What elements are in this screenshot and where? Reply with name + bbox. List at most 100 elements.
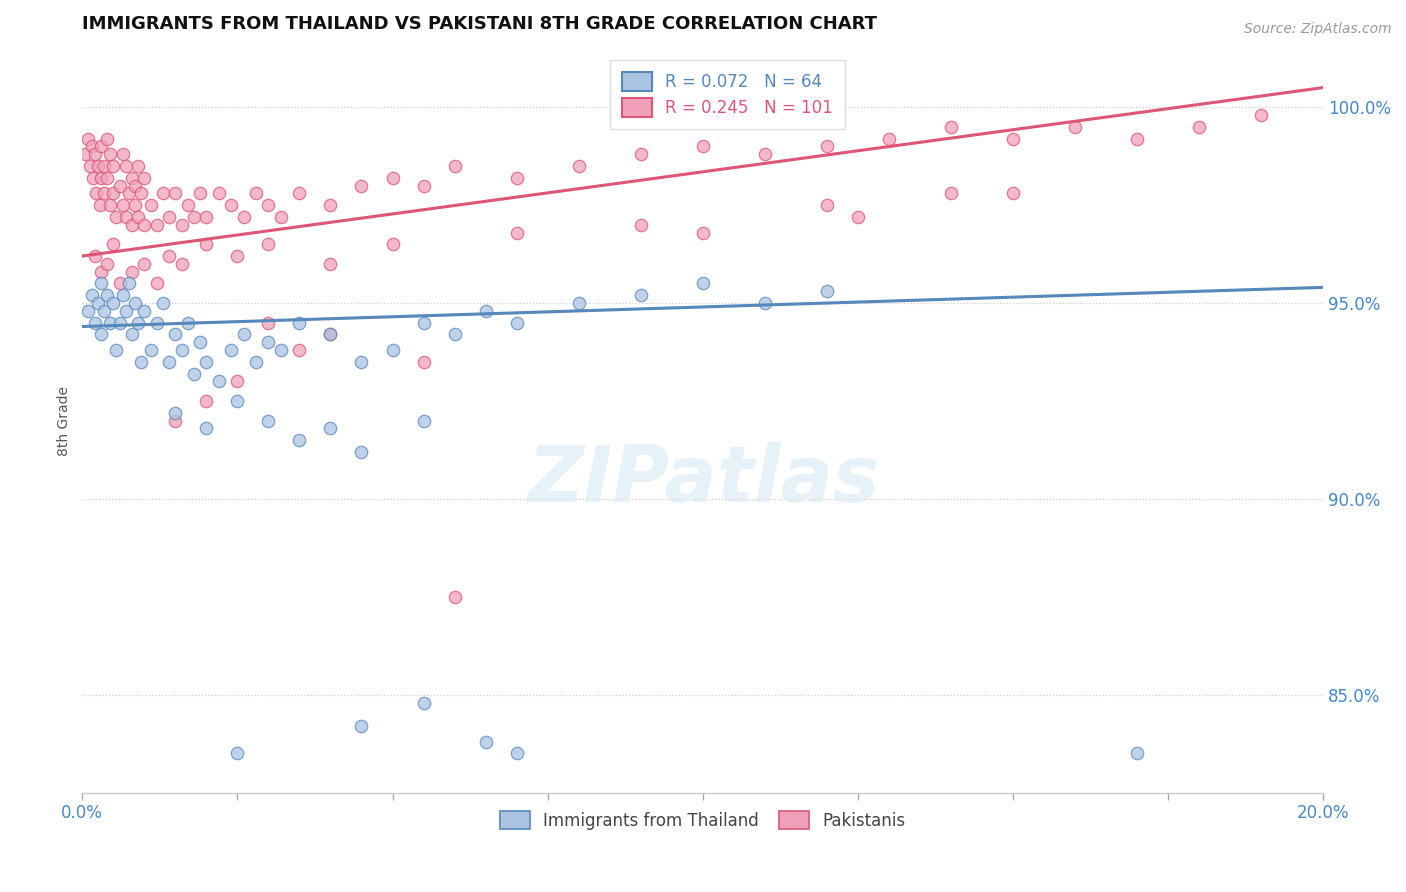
Point — [257, 413, 280, 427]
Point — [219, 343, 242, 357]
Point — [226, 249, 249, 263]
Y-axis label: 8th Grade: 8th Grade — [58, 385, 72, 456]
Point — [127, 210, 149, 224]
Point — [412, 316, 434, 330]
Point — [232, 210, 254, 224]
Point — [79, 159, 101, 173]
Point — [1250, 108, 1272, 122]
Point — [505, 747, 527, 761]
Point — [412, 696, 434, 710]
Point — [96, 131, 118, 145]
Point — [877, 131, 900, 145]
Point — [121, 265, 143, 279]
Point — [105, 343, 128, 357]
Point — [443, 327, 465, 342]
Point — [474, 735, 496, 749]
Point — [165, 327, 187, 342]
Point — [165, 406, 187, 420]
Point — [165, 413, 187, 427]
Point — [90, 265, 112, 279]
Point — [108, 178, 131, 193]
Point — [93, 304, 115, 318]
Point — [257, 316, 280, 330]
Point — [1001, 186, 1024, 201]
Point — [87, 296, 110, 310]
Point — [145, 316, 167, 330]
Point — [83, 147, 105, 161]
Point — [90, 170, 112, 185]
Point — [129, 186, 152, 201]
Point — [1001, 131, 1024, 145]
Point — [350, 178, 373, 193]
Point — [443, 590, 465, 604]
Point — [319, 327, 342, 342]
Point — [1188, 120, 1211, 134]
Point — [195, 210, 218, 224]
Point — [89, 198, 111, 212]
Point — [630, 218, 652, 232]
Point — [412, 178, 434, 193]
Point — [245, 355, 267, 369]
Point — [152, 186, 174, 201]
Point — [183, 367, 205, 381]
Point — [165, 186, 187, 201]
Point — [226, 747, 249, 761]
Point — [77, 131, 100, 145]
Point — [121, 327, 143, 342]
Point — [568, 159, 591, 173]
Point — [114, 210, 136, 224]
Point — [157, 249, 180, 263]
Point — [84, 186, 107, 201]
Point — [288, 433, 311, 447]
Point — [93, 186, 115, 201]
Point — [288, 343, 311, 357]
Point — [319, 257, 342, 271]
Point — [145, 218, 167, 232]
Point — [108, 277, 131, 291]
Point — [90, 277, 112, 291]
Point — [257, 335, 280, 350]
Point — [381, 237, 404, 252]
Point — [195, 394, 218, 409]
Point — [170, 218, 193, 232]
Point — [630, 147, 652, 161]
Point — [1064, 120, 1087, 134]
Point — [350, 355, 373, 369]
Point — [96, 170, 118, 185]
Point — [270, 343, 292, 357]
Point — [443, 159, 465, 173]
Point — [245, 186, 267, 201]
Point — [939, 186, 962, 201]
Point — [127, 316, 149, 330]
Point — [83, 316, 105, 330]
Point — [208, 375, 231, 389]
Point — [103, 237, 125, 252]
Point — [82, 170, 104, 185]
Point — [111, 147, 134, 161]
Point — [257, 237, 280, 252]
Point — [124, 296, 146, 310]
Point — [114, 304, 136, 318]
Point — [195, 421, 218, 435]
Point — [98, 198, 121, 212]
Point — [939, 120, 962, 134]
Point — [121, 218, 143, 232]
Point — [350, 445, 373, 459]
Text: ZIPatlas: ZIPatlas — [527, 442, 879, 518]
Point — [505, 170, 527, 185]
Point — [93, 159, 115, 173]
Point — [98, 147, 121, 161]
Point — [257, 198, 280, 212]
Point — [103, 159, 125, 173]
Point — [111, 288, 134, 302]
Point — [114, 159, 136, 173]
Point — [692, 226, 714, 240]
Point — [815, 139, 838, 153]
Point — [412, 413, 434, 427]
Point — [105, 210, 128, 224]
Point — [381, 343, 404, 357]
Point — [846, 210, 869, 224]
Point — [208, 186, 231, 201]
Point — [121, 170, 143, 185]
Point — [103, 296, 125, 310]
